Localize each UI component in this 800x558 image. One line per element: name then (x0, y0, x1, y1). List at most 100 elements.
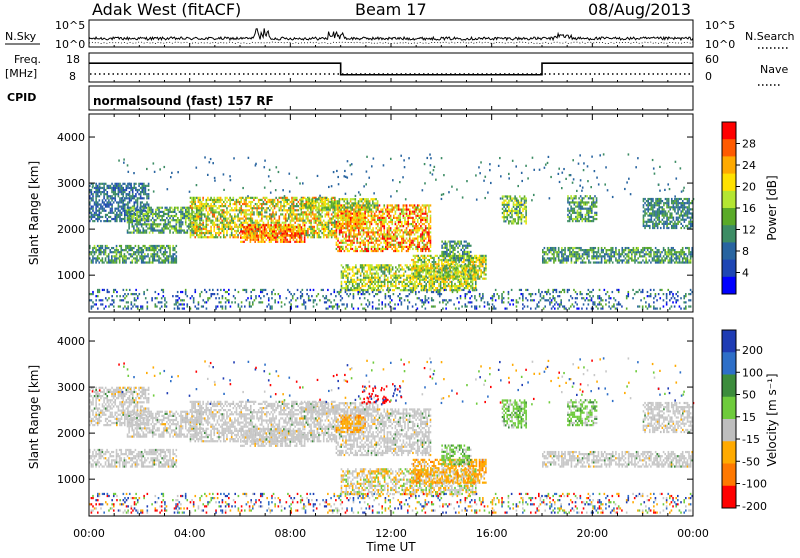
power-cell (242, 211, 244, 213)
power-cell (259, 199, 261, 201)
power-cell (327, 198, 329, 200)
power-cell (255, 203, 257, 205)
power-cell (270, 239, 272, 241)
power-cell (417, 248, 419, 250)
power-cell (229, 205, 231, 207)
power-cell (310, 224, 312, 226)
power-cell (269, 215, 271, 217)
power-cell (355, 202, 357, 204)
power-cell (351, 206, 353, 208)
power-cell (361, 217, 363, 219)
power-cell (443, 281, 445, 283)
power-cell (226, 234, 228, 236)
power-cell (218, 228, 220, 230)
power-cell (127, 187, 129, 189)
power-cell (465, 273, 467, 275)
power-cell (352, 285, 354, 287)
power-cell (138, 245, 140, 247)
power-cell (376, 264, 378, 266)
power-cell (423, 248, 425, 250)
power-cell (100, 191, 102, 193)
power-cell (348, 219, 350, 221)
power-cell (388, 246, 390, 248)
power-cell (217, 197, 219, 199)
power-cell (356, 219, 358, 221)
power-cell (355, 266, 357, 268)
power-cell (102, 257, 104, 259)
power-cell (361, 283, 363, 285)
power-cell (141, 257, 143, 259)
power-cell (461, 281, 463, 283)
power-cell (163, 223, 165, 225)
power-cell (206, 226, 208, 228)
power-cell (146, 207, 148, 209)
power-cell (244, 203, 246, 205)
power-cell (169, 232, 171, 234)
power-cell (283, 203, 285, 205)
power-cell (457, 265, 459, 267)
power-cell (247, 222, 249, 224)
power-cell (135, 193, 137, 195)
power-cell (476, 271, 478, 273)
power-cell (391, 206, 393, 208)
power-cell (360, 206, 362, 208)
power-cell (116, 185, 118, 187)
power-cell (99, 208, 101, 210)
power-cell (206, 199, 208, 201)
power-cell (425, 285, 427, 287)
power-cell (169, 249, 171, 251)
power-cell (388, 227, 390, 229)
power-cell (142, 259, 144, 261)
power-cell (331, 204, 333, 206)
power-cell (342, 233, 344, 235)
power-cell (213, 201, 215, 203)
power-cell (266, 228, 268, 230)
power-cell (141, 187, 143, 189)
power-cell (355, 264, 357, 266)
power-cell (133, 232, 135, 234)
power-cell (364, 248, 366, 250)
power-cell (274, 201, 276, 203)
power-cell (221, 215, 223, 217)
power-cell (138, 221, 140, 223)
power-cell (439, 267, 441, 269)
power-cell (150, 229, 152, 231)
power-cell (169, 217, 171, 219)
power-cell (298, 213, 300, 215)
power-cell (261, 203, 263, 205)
power-cell (169, 207, 171, 209)
power-cell (326, 206, 328, 208)
power-cell (134, 187, 136, 189)
power-cell (131, 259, 133, 261)
power-cell (116, 251, 118, 253)
power-cell (100, 253, 102, 255)
power-cell (138, 193, 140, 195)
power-cell (125, 257, 127, 259)
power-cell (149, 259, 151, 261)
power-cell (339, 229, 341, 231)
power-cell (371, 273, 373, 275)
power-cell (349, 266, 351, 268)
power-cell (361, 212, 363, 214)
power-cell (361, 229, 363, 231)
power-cell (298, 205, 300, 207)
power-cell (363, 223, 365, 225)
power-cell (441, 275, 443, 277)
power-cell (420, 211, 422, 213)
power-cell (141, 211, 143, 213)
power-cell (472, 283, 474, 285)
power-cell (426, 248, 428, 250)
power-cell (355, 221, 357, 223)
power-cell (342, 210, 344, 212)
power-cell (148, 203, 150, 205)
power-cell (349, 268, 351, 270)
power-cell (199, 215, 201, 217)
power-cell (191, 232, 193, 234)
power-cell (320, 208, 322, 210)
power-cell (245, 215, 247, 217)
power-cell (422, 261, 424, 263)
power-cell (428, 271, 430, 273)
power-cell (163, 213, 165, 215)
power-cell (225, 224, 227, 226)
power-cell (288, 207, 290, 209)
